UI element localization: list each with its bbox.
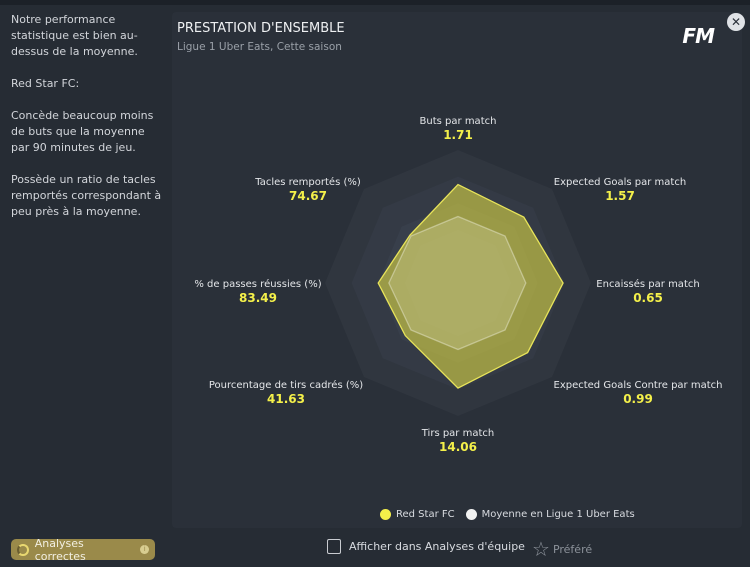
star-icon: ☆ (532, 537, 550, 561)
axis-name: Expected Goals par match (553, 177, 687, 188)
insight-text: Possède un ratio de tacles remportés cor… (11, 173, 162, 218)
axis-value: 0.65 (633, 291, 663, 305)
legend-dot-average (465, 509, 477, 520)
axis-name: Tacles remportés (%) (255, 177, 361, 188)
axis-name: Encaissés par match (596, 279, 700, 290)
axis-label: Buts par match 1.71 (368, 116, 548, 142)
axis-label: % de passes réussies (%) 83.49 (168, 279, 348, 305)
axis-label: Expected Goals Contre par match 0.99 (548, 380, 728, 406)
axis-label: Encaissés par match 0.65 (558, 279, 738, 305)
favourite-label: Préféré (552, 542, 593, 556)
insight-text: Concède beaucoup moins de buts que la mo… (11, 109, 154, 154)
axis-name: Buts par match (419, 116, 497, 127)
show-in-team-analysis-checkbox[interactable]: Afficher dans Analyses d'équipe (327, 539, 525, 554)
checkbox-label: Afficher dans Analyses d'équipe (349, 540, 525, 553)
series-average-area (388, 215, 527, 351)
axis-label: Tirs par match 14.06 (368, 428, 548, 454)
badge-label: Analyses correctes (34, 536, 86, 563)
checkbox-icon[interactable] (327, 539, 341, 554)
axis-name: % de passes réussies (%) (194, 279, 322, 290)
axis-value: 41.63 (267, 392, 305, 406)
summary-text: Notre performance statistique est bien a… (11, 13, 138, 58)
card-subtitle: Ligue 1 Uber Eats, Cette saison (177, 41, 342, 53)
top-bar (0, 0, 750, 5)
card-title: PRESTATION D'ENSEMBLE (177, 21, 345, 36)
analysis-sidebar: Notre performance statistique est bien a… (11, 12, 166, 236)
close-button[interactable]: ✕ (727, 13, 745, 31)
chart-legend: Red Star FC Moyenne en Ligue 1 Uber Eats (380, 509, 635, 520)
legend-average: Moyenne en Ligue 1 Uber Eats (481, 509, 635, 520)
legend-dot-team (380, 509, 391, 520)
axis-value: 83.49 (239, 291, 277, 305)
axis-name: Pourcentage de tirs cadrés (%) (208, 380, 364, 391)
axis-label: Pourcentage de tirs cadrés (%) 41.63 (196, 380, 376, 406)
axis-name: Expected Goals Contre par match (553, 380, 723, 391)
axis-label: Expected Goals par match 1.57 (530, 177, 710, 203)
legend-team: Red Star FC (396, 509, 455, 520)
team-name-text: Red Star FC: (11, 77, 80, 90)
series-team-area (377, 183, 564, 389)
favourite-button[interactable]: ☆ Préféré (532, 537, 592, 561)
axis-value: 74.67 (289, 189, 327, 203)
axis-value: 14.06 (439, 440, 477, 454)
analysis-quality-badge[interactable]: Analyses correctes i (11, 536, 155, 563)
axis-value: 0.99 (623, 392, 653, 406)
axis-value: 1.71 (443, 128, 473, 142)
axis-name: Tirs par match (421, 428, 495, 439)
fm-logo: FM (682, 24, 715, 48)
axis-label: Tacles remportés (%) 74.67 (218, 177, 398, 203)
info-icon[interactable]: i (140, 545, 149, 554)
progress-ring-icon (17, 543, 29, 556)
axis-value: 1.57 (605, 189, 635, 203)
